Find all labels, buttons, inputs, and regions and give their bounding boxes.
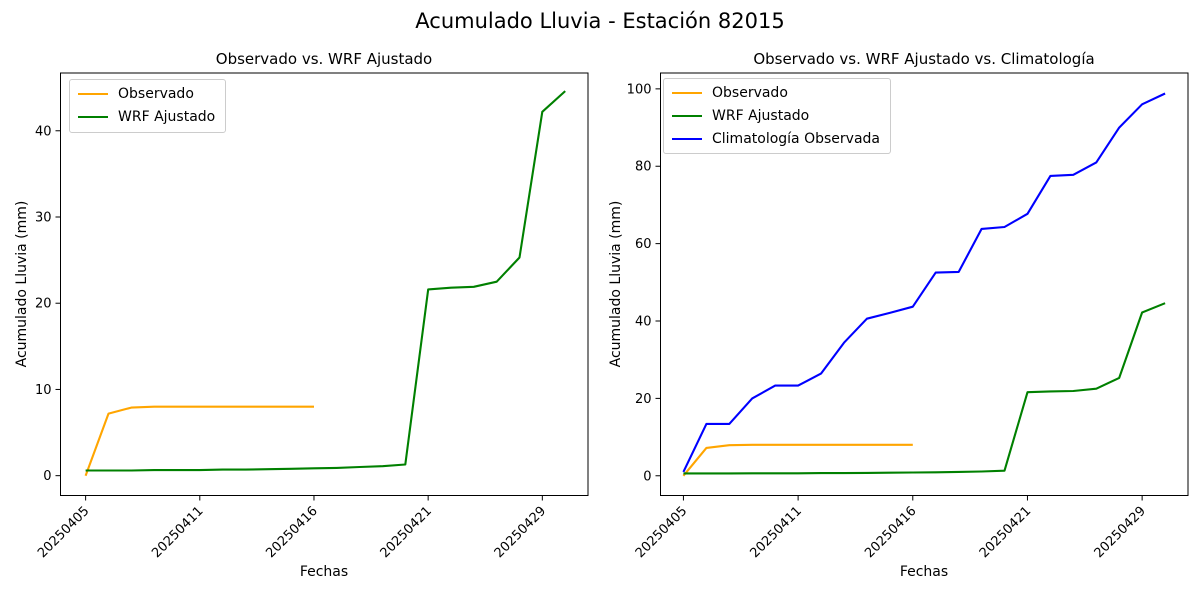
series-line-wrf-ajustado	[683, 302, 1166, 475]
legend-item: Observado	[672, 85, 880, 102]
legend-line-swatch	[78, 93, 108, 96]
chart-0: 0 10 20 30 40 20250405 20250411 20250416 2025042…	[35, 72, 589, 561]
series-line-climatolog-a-observada	[682, 92, 1166, 473]
x-tick-label: 20250411	[149, 504, 206, 561]
axes-border	[60, 72, 589, 496]
legend-line-swatch	[672, 115, 702, 118]
legend-label: Climatología Observada	[712, 130, 880, 147]
left-legend: Observado WRF Ajustado	[69, 79, 227, 133]
series-line-observado	[682, 443, 913, 477]
y-tick-label: 0	[43, 469, 51, 484]
y-tick-label: 60	[635, 237, 652, 252]
y-tick-label: 20	[35, 297, 52, 312]
legend-item: Climatología Observada	[672, 131, 880, 148]
y-tick-label: 100	[627, 82, 652, 97]
axes-border	[660, 72, 1189, 496]
left-x-axis-label: Fechas	[299, 564, 349, 580]
x-tick-label: 20250405	[35, 504, 92, 561]
figure-suptitle: Acumulado Lluvia - Estación 82015	[415, 9, 785, 33]
x-tick-label: 20250421	[977, 504, 1034, 561]
legend-label: Observado	[118, 86, 194, 102]
legend-label: Observado	[712, 85, 788, 101]
y-tick-label: 80	[635, 160, 652, 175]
x-tick-label: 20250416	[263, 504, 320, 561]
legend-label: WRF Ajustado	[118, 108, 216, 125]
legend-line-swatch	[672, 137, 702, 140]
y-tick-label: 20	[635, 392, 652, 407]
right-legend: Observado WRF Ajustado Climatología Observ…	[663, 78, 891, 155]
legend-line-swatch	[78, 116, 108, 119]
y-tick-label: 40	[35, 124, 52, 139]
x-tick-label: 20250405	[633, 504, 690, 561]
y-tick-label: 40	[635, 315, 652, 330]
legend-line-swatch	[672, 92, 702, 95]
left-chart-title: Observado vs. WRF Ajustado	[215, 50, 433, 68]
y-tick-label: 30	[35, 210, 52, 225]
series-line-wrf-ajustado	[85, 90, 566, 472]
x-tick-label: 20250411	[748, 504, 805, 561]
x-tick-label: 20250416	[862, 504, 919, 561]
legend-label: WRF Ajustado	[712, 107, 810, 124]
right-x-axis-label: Fechas	[899, 564, 949, 580]
right-chart-title: Observado vs. WRF Ajustado vs. Climatolo…	[753, 50, 1095, 68]
legend-item: WRF Ajustado	[78, 109, 215, 126]
y-tick-label: 10	[35, 383, 52, 398]
x-tick-label: 20250429	[1092, 504, 1149, 561]
left-y-axis-label: Acumulado Lluvia (mm)	[14, 200, 30, 368]
legend-item: WRF Ajustado	[672, 108, 880, 125]
legend-item: Observado	[78, 86, 215, 103]
x-tick-label: 20250421	[378, 504, 435, 561]
y-tick-label: 0	[643, 469, 651, 484]
x-tick-label: 20250429	[492, 504, 549, 561]
series-line-observado	[84, 405, 314, 477]
right-y-axis-label: Acumulado Lluvia (mm)	[608, 200, 624, 368]
